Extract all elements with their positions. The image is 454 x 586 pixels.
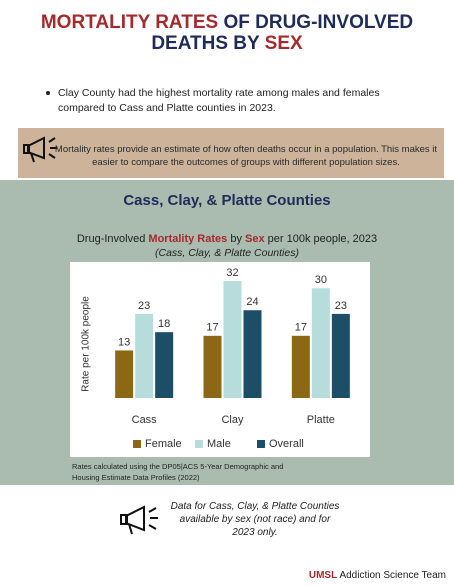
bar (115, 350, 134, 398)
chart-title: Drug-Involved Mortality Rates by Sex per… (0, 233, 454, 245)
data-label: 18 (158, 318, 170, 330)
data-label: 30 (315, 274, 327, 286)
callout-box (18, 128, 444, 178)
data-label: 23 (138, 300, 150, 312)
bar (291, 335, 310, 398)
x-tick-label: Cass (132, 414, 158, 426)
bar (155, 332, 174, 398)
footer-note: Data for Cass, Clay, & Platte Counties a… (170, 501, 340, 538)
legend-swatch (133, 440, 141, 448)
callout-text: Mortality rates provide an estimate of h… (54, 144, 438, 168)
legend-label: Male (207, 438, 231, 450)
bar (203, 335, 222, 398)
bullet-dot (46, 91, 50, 95)
data-label: 13 (118, 336, 130, 348)
data-label: 17 (295, 322, 307, 334)
data-label: 32 (226, 267, 238, 279)
data-label: 23 (335, 300, 347, 312)
megaphone-icon (23, 136, 57, 163)
chart-title-part: by (227, 233, 245, 245)
megaphone-icon (120, 505, 158, 535)
y-axis-title: Rate per 100k people (81, 296, 92, 392)
logo: UMSL Addiction Science Team (309, 570, 446, 581)
legend-swatch (195, 440, 203, 448)
chart-title-part: per 100k people, 2023 (264, 233, 378, 245)
legend-label: Overall (269, 438, 304, 450)
data-label: 17 (206, 322, 218, 334)
bar (135, 313, 154, 398)
bar (243, 310, 262, 398)
x-tick-label: Clay (221, 414, 244, 426)
title-part: MORTALITY RATES (40, 12, 219, 33)
legend-swatch (257, 440, 265, 448)
section-title: Cass, Clay, & Platte Counties (123, 192, 331, 209)
title-part: SEX (264, 33, 303, 54)
chart-subtitle: (Cass, Clay, & Platte Counties) (155, 247, 299, 259)
legend-label: Female (145, 438, 182, 450)
chart-title-part: Drug-Involved (76, 233, 149, 245)
page-title: MORTALITY RATES OF DRUG-INVOLVED DEATHS … (0, 12, 454, 54)
bar (331, 313, 350, 398)
chart: Rate per 100k people Cass 13 23 18 Clay 17 32 2… (70, 262, 370, 457)
title-part: OF DRUG-INVOLVED (223, 12, 414, 33)
bar (223, 280, 242, 398)
logo-brand: UMSL (308, 570, 338, 581)
x-tick-label: Platte (307, 414, 335, 426)
bar (311, 288, 330, 398)
chart-title-part: Sex (245, 233, 265, 245)
data-label: 24 (246, 296, 258, 308)
title-part: DEATHS BY (151, 33, 260, 54)
bullet-text: Clay County had the highest mortality ra… (58, 87, 380, 114)
source-note: Rates calculated using the DP05|ACS 5-Ye… (72, 462, 284, 482)
logo-team: Addiction Science Team (339, 570, 446, 581)
chart-title-part: Mortality Rates (148, 233, 228, 245)
